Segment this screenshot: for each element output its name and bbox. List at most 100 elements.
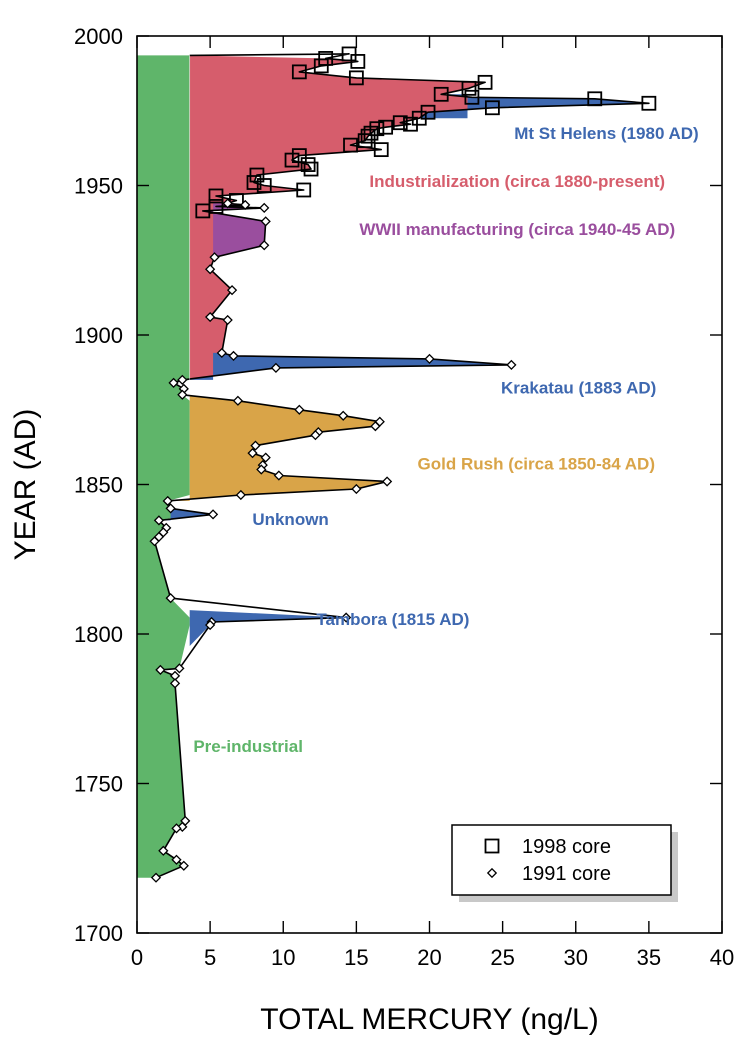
legend-marker-diamond: [486, 867, 498, 879]
marker-1991-core: [209, 252, 220, 263]
marker-1991-core: [232, 395, 244, 406]
marker-1991-core: [169, 678, 181, 689]
marker-1991-core: [155, 664, 166, 675]
y-axis-title: YEAR (AD): [9, 409, 42, 561]
marker-1998-core: [296, 182, 312, 198]
marker-1998-core: [208, 188, 224, 204]
marker-1998-core: [246, 175, 262, 190]
x-tick-label: 20: [417, 945, 441, 970]
marker-1991-core: [216, 347, 227, 359]
marker-1991-core: [153, 515, 165, 526]
marker-1998-core: [360, 128, 376, 144]
y-tick-label: 1800: [74, 622, 123, 647]
marker-1998-core: [229, 193, 244, 208]
marker-1991-core: [222, 198, 233, 209]
marker-1991-core: [235, 489, 246, 501]
marker-1991-core: [259, 202, 270, 214]
wwii-fill: [202, 203, 266, 258]
annotation-label: Pre-industrial: [193, 737, 303, 756]
x-tick-label: 40: [710, 945, 734, 970]
marker-1998-core: [303, 161, 319, 177]
annotation-label: Tambora (1815 AD): [316, 610, 469, 629]
marker-1991-core: [228, 350, 239, 362]
shaded-regions: [137, 55, 649, 878]
annotations: Mt St Helens (1980 AD) Industrialization …: [193, 124, 698, 756]
marker-1991-core: [162, 495, 173, 507]
marker-1991-core: [205, 264, 216, 275]
legend-marker-square: [484, 838, 500, 854]
annotation-label: Gold Rush (circa 1850-84 AD): [418, 455, 655, 474]
marker-1991-core: [259, 240, 270, 251]
y-tick-label: 1700: [74, 921, 123, 946]
industrialization-fill: [182, 55, 649, 380]
marker-1991-core: [260, 452, 271, 463]
tambora-fill: [189, 610, 347, 646]
marker-1991-core: [207, 509, 219, 520]
marker-1991-core: [226, 285, 238, 296]
marker-1998-core: [343, 137, 358, 153]
marker-1991-core: [370, 421, 381, 432]
marker-1991-core: [150, 872, 162, 883]
axis-ticks: 0 5 10 15 20 25 30 35 40 1700 1750 1800 1850 1900 1950…: [74, 24, 734, 970]
x-tick-label: 30: [564, 945, 588, 970]
marker-1998-core: [461, 80, 477, 96]
annotation-label: Krakatau (1883 AD): [501, 378, 656, 397]
y-tick-label: 1900: [74, 323, 123, 348]
marker-1998-core: [313, 58, 329, 74]
marker-1991-core: [178, 860, 189, 871]
y-tick-label: 1750: [74, 772, 123, 797]
marker-1998-core: [350, 54, 366, 69]
marker-1991-core: [222, 314, 233, 326]
marker-1991-core: [250, 440, 261, 451]
x-tick-label: 10: [271, 945, 295, 970]
marker-1991-core: [424, 353, 435, 365]
legend-box: [451, 824, 672, 896]
marker-1991-core: [171, 854, 182, 865]
marker-1991-core: [177, 389, 188, 400]
marker-1998-core: [300, 157, 316, 172]
marker-1998-core: [318, 51, 334, 66]
marker-1991-core: [338, 410, 349, 421]
annotation-label: Unknown: [252, 510, 329, 529]
marker-1998-core: [291, 64, 307, 80]
marker-1998-core: [373, 142, 389, 158]
pre-industrial-fill: [137, 55, 190, 878]
legend-label: 1991 core: [522, 863, 611, 885]
marker-1991-core: [177, 374, 188, 385]
marker-1991-core: [506, 359, 517, 371]
marker-1991-core: [240, 199, 251, 211]
x-tick-label: 15: [344, 945, 368, 970]
marker-1998-core: [464, 89, 480, 105]
marker-1991-core: [168, 377, 179, 388]
gold-rush-fill: [167, 394, 388, 501]
marker-1991-core: [351, 483, 362, 495]
x-axis-title: TOTAL MERCURY (ng/L): [260, 1003, 598, 1036]
x-tick-label: 35: [637, 945, 661, 970]
marker-1991-core: [341, 612, 352, 623]
marker-1998-core: [256, 178, 272, 193]
x-tick-label: 0: [131, 945, 143, 970]
annotation-label: Industrialization (circa 1880-present): [369, 172, 665, 191]
y-tick-label: 1850: [74, 473, 123, 498]
marker-1991-core: [205, 619, 216, 631]
marker-1991-core: [256, 464, 267, 475]
marker-1991-core: [294, 404, 305, 415]
marker-1991-core: [174, 663, 185, 674]
y-tick-label: 1950: [74, 174, 123, 199]
marker-1991-core: [273, 470, 284, 481]
marker-1998-core: [378, 119, 394, 135]
marker-1991-core: [381, 476, 393, 487]
marker-1991-core: [165, 503, 176, 514]
marker-1998-core: [284, 152, 300, 168]
marker-1991-core: [158, 845, 169, 856]
marker-1998-core: [357, 133, 373, 149]
marker-1998-core: [641, 95, 657, 111]
x-tick-label: 25: [490, 945, 514, 970]
marker-1998-core: [433, 86, 449, 102]
annotation-label: Mt St Helens (1980 AD): [514, 124, 699, 143]
annotation-label: WWII manufacturing (circa 1940-45 AD): [359, 220, 675, 239]
marker-1991-core: [171, 823, 182, 834]
marker-1998-core: [195, 203, 211, 219]
